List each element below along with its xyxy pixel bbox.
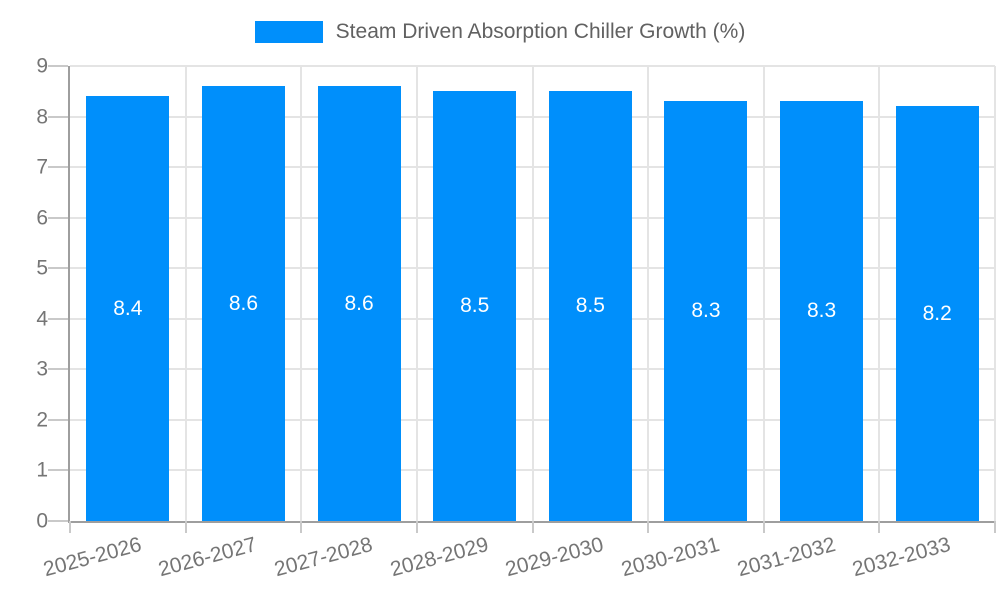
x-axis-tick xyxy=(762,521,765,533)
y-axis-tick-label: 3 xyxy=(36,357,48,381)
gridline-vertical xyxy=(647,66,650,521)
y-axis-tick-label: 4 xyxy=(36,307,48,331)
y-axis-tick xyxy=(48,216,68,219)
y-axis-tick xyxy=(48,520,68,522)
bar-value-label: 8.5 xyxy=(575,294,605,318)
x-axis-tick xyxy=(300,521,303,533)
y-axis-tick-label: 2 xyxy=(36,408,48,432)
bar-value-label: 8.4 xyxy=(113,296,143,320)
x-axis-tick xyxy=(184,521,187,533)
gridline-vertical xyxy=(300,66,303,521)
y-axis-tick-label: 7 xyxy=(36,155,48,179)
x-axis-tick xyxy=(531,521,534,533)
y-axis-tick-label: 6 xyxy=(36,206,48,230)
bar[interactable]: 8.6 xyxy=(317,86,401,521)
gridline-vertical xyxy=(762,66,765,521)
y-axis-tick xyxy=(48,166,68,169)
y-axis-tick xyxy=(48,469,68,472)
gridline-vertical xyxy=(878,66,881,521)
legend[interactable]: Steam Driven Absorption Chiller Growth (… xyxy=(0,20,1000,44)
y-axis-tick xyxy=(48,368,68,371)
y-axis-tick-label: 9 xyxy=(36,54,48,78)
gridline-vertical xyxy=(531,66,534,521)
legend-label: Steam Driven Absorption Chiller Growth (… xyxy=(335,20,746,43)
x-axis-tick xyxy=(994,521,996,533)
gridline-vertical xyxy=(994,66,996,521)
bar-value-label: 8.6 xyxy=(344,291,374,315)
bar[interactable]: 8.3 xyxy=(664,101,748,521)
y-axis-tick-label: 0 xyxy=(36,509,48,533)
y-axis-tick xyxy=(48,65,68,67)
y-axis-tick-label: 5 xyxy=(36,256,48,280)
bar-value-label: 8.5 xyxy=(460,294,490,318)
bar[interactable]: 8.5 xyxy=(433,91,517,521)
bar-value-label: 8.3 xyxy=(806,299,837,323)
y-axis-tick-label: 1 xyxy=(36,458,48,482)
x-axis-tick xyxy=(878,521,881,533)
y-axis-tick xyxy=(48,115,68,118)
x-axis-tick xyxy=(647,521,650,533)
bar[interactable]: 8.6 xyxy=(201,86,285,521)
gridline-vertical xyxy=(184,66,187,521)
y-axis-tick xyxy=(48,267,68,270)
gridline-vertical xyxy=(415,66,418,521)
legend-swatch-icon xyxy=(254,21,323,43)
y-axis-tick-label: 8 xyxy=(36,105,48,129)
bar[interactable]: 8.2 xyxy=(895,106,979,521)
bar-value-label: 8.3 xyxy=(691,299,721,323)
y-axis-tick xyxy=(48,317,68,320)
x-axis-tick xyxy=(415,521,418,533)
bar[interactable]: 8.3 xyxy=(780,101,864,521)
y-axis-tick xyxy=(48,418,68,421)
plot-area: 0 1 2 3 4 5 6 7 8 9 8.4 2025-2026 8.6 2026-2027 8.6 202… xyxy=(36,56,996,581)
bar-value-label: 8.2 xyxy=(922,301,952,325)
bar[interactable]: 8.4 xyxy=(86,96,170,521)
x-axis-tick xyxy=(69,521,71,533)
bar[interactable]: 8.5 xyxy=(548,91,632,521)
bar-value-label: 8.6 xyxy=(228,291,259,315)
